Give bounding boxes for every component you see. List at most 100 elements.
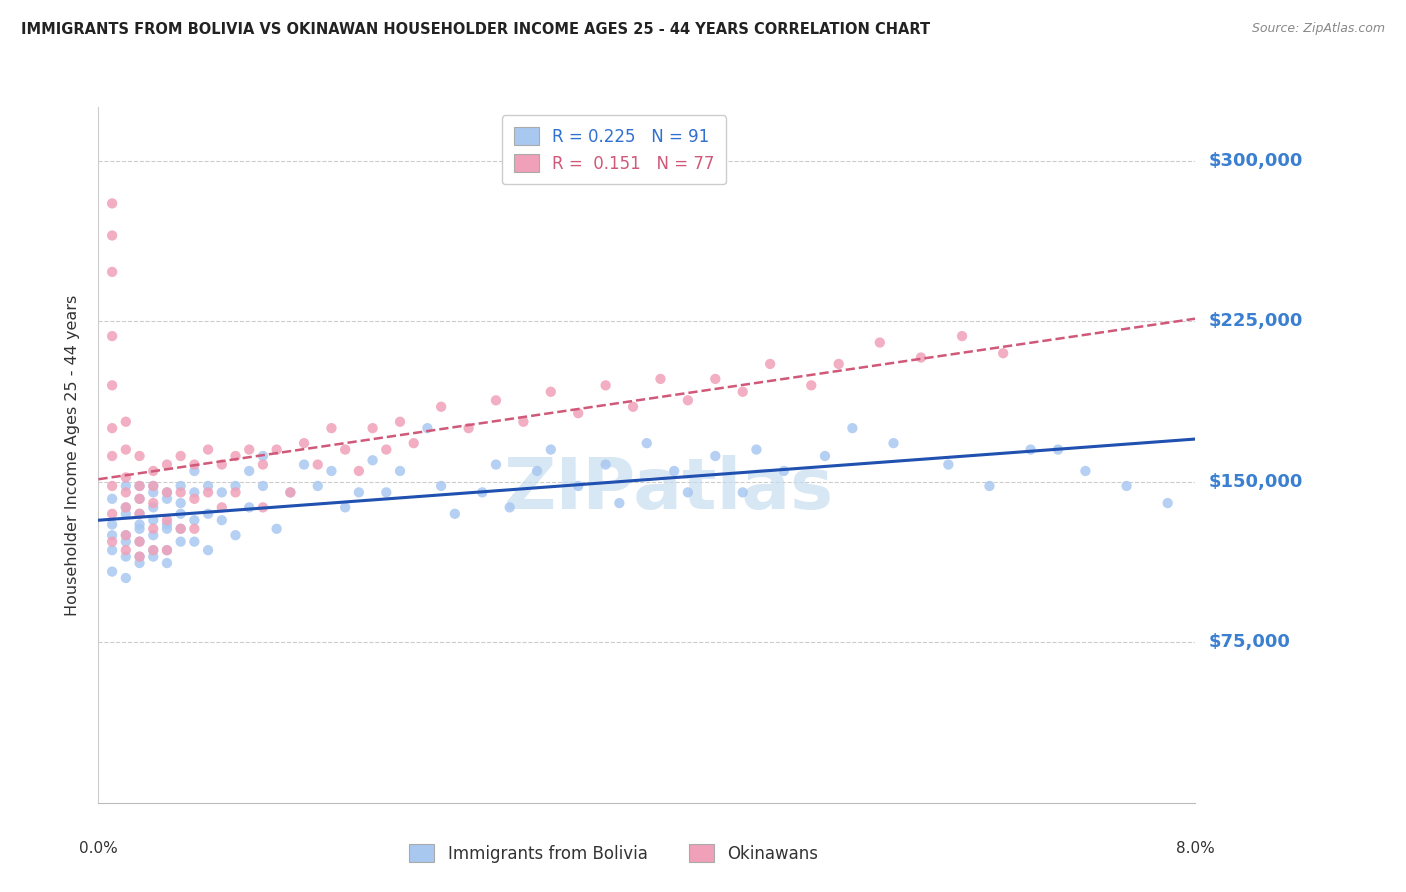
Point [156,458,179,472]
Point [183,458,205,472]
Point [128,479,150,493]
Point [156,543,179,558]
Point [211,485,233,500]
Point [979,479,1001,493]
Point [416,421,439,435]
Point [170,479,193,493]
Point [156,543,179,558]
Point [101,228,124,243]
Point [252,500,274,515]
Point [361,453,384,467]
Point [936,458,959,472]
Point [101,378,124,392]
Point [170,449,193,463]
Point [142,500,165,515]
Point [128,534,150,549]
Point [142,528,165,542]
Point [101,449,124,463]
Point [115,500,138,515]
Point [115,415,138,429]
Point [115,470,138,484]
Point [115,534,138,549]
Point [266,522,288,536]
Point [170,522,193,536]
Point [115,507,138,521]
Point [128,479,150,493]
Point [650,372,672,386]
Point [115,571,138,585]
Point [664,464,686,478]
Point [156,517,179,532]
Point [540,384,562,399]
Point [512,415,534,429]
Y-axis label: Householder Income Ages 25 - 44 years: Householder Income Ages 25 - 44 years [65,294,80,615]
Point [128,517,150,532]
Point [170,496,193,510]
Point [773,464,796,478]
Point [115,485,138,500]
Point [156,513,179,527]
Point [471,485,494,500]
Point [128,556,150,570]
Point [869,335,891,350]
Point [101,543,124,558]
Point [115,528,138,542]
Point [115,528,138,542]
Point [128,491,150,506]
Point [142,464,165,478]
Point [280,485,302,500]
Point [142,479,165,493]
Point [292,458,315,472]
Text: 8.0%: 8.0% [1175,841,1215,856]
Point [101,421,124,435]
Point [197,507,219,521]
Point [950,329,973,343]
Point [170,534,193,549]
Point [156,522,179,536]
Point [197,543,219,558]
Point [183,485,205,500]
Point [238,464,260,478]
Text: $225,000: $225,000 [1209,312,1303,330]
Point [567,406,589,420]
Point [211,500,233,515]
Point [197,442,219,457]
Point [430,400,453,414]
Point [156,491,179,506]
Point [841,421,863,435]
Point [128,507,150,521]
Point [101,534,124,549]
Point [759,357,782,371]
Point [266,442,288,457]
Point [142,485,165,500]
Point [183,513,205,527]
Text: IMMIGRANTS FROM BOLIVIA VS OKINAWAN HOUSEHOLDER INCOME AGES 25 - 44 YEARS CORREL: IMMIGRANTS FROM BOLIVIA VS OKINAWAN HOUS… [21,22,931,37]
Point [375,485,398,500]
Text: ZIPatlas: ZIPatlas [503,455,834,524]
Point [1115,479,1137,493]
Point [280,485,302,500]
Point [156,556,179,570]
Point [128,549,150,564]
Point [444,507,467,521]
Point [993,346,1015,360]
Point [430,479,453,493]
Point [128,534,150,549]
Point [745,442,768,457]
Point [183,464,205,478]
Point [636,436,658,450]
Point [101,329,124,343]
Point [800,378,823,392]
Point [211,458,233,472]
Point [170,522,193,536]
Text: 0.0%: 0.0% [79,841,118,856]
Point [676,485,699,500]
Point [402,436,425,450]
Point [814,449,837,463]
Point [183,534,205,549]
Point [457,421,479,435]
Point [526,464,548,478]
Point [252,458,274,472]
Point [828,357,851,371]
Point [347,464,370,478]
